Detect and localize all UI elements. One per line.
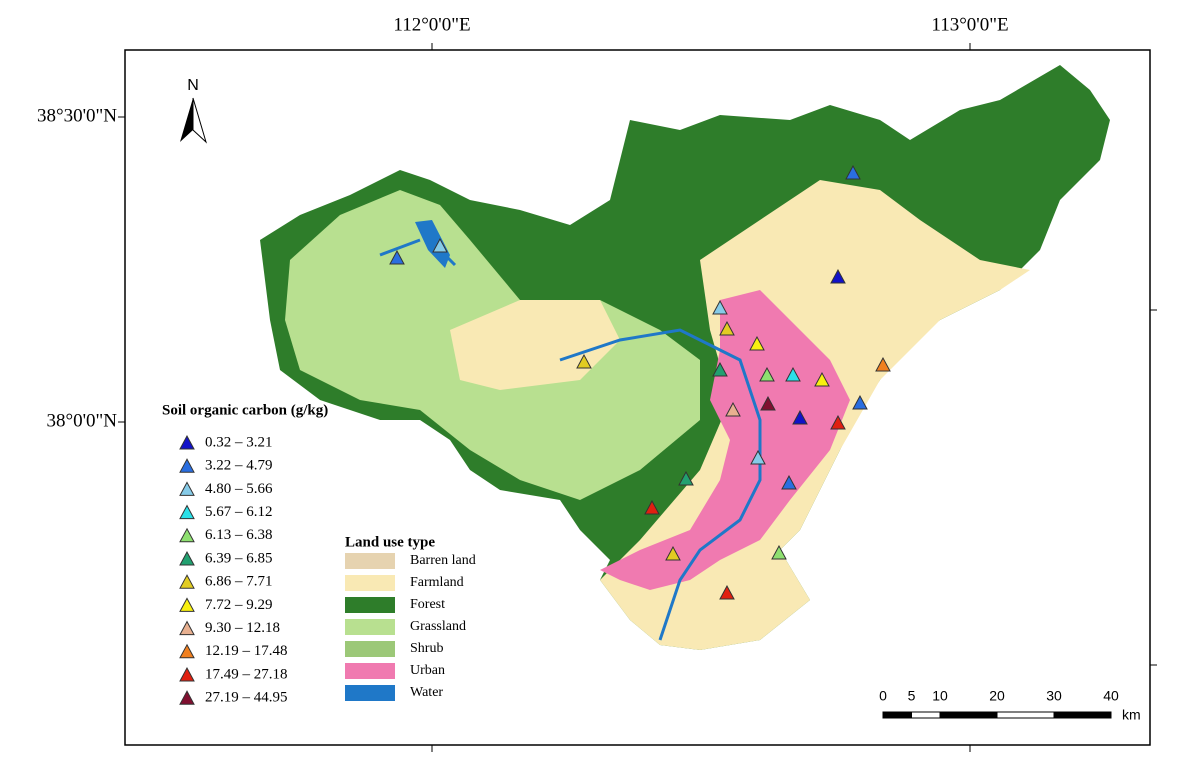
landuse-swatch bbox=[345, 663, 395, 679]
landuse-swatch bbox=[345, 619, 395, 635]
soc-legend-symbol bbox=[179, 690, 195, 705]
landuse-legend-label: Grassland bbox=[410, 619, 466, 634]
sample-site bbox=[771, 544, 787, 560]
soc-legend-symbol bbox=[179, 550, 195, 566]
sample-site bbox=[678, 470, 694, 486]
soc-legend-symbol bbox=[179, 620, 195, 636]
landuse-legend-label: Urban bbox=[410, 663, 445, 678]
sample-site bbox=[719, 320, 735, 336]
scale-label: 5 bbox=[908, 688, 916, 704]
landuse-swatch bbox=[345, 597, 395, 613]
north-arrow: N bbox=[180, 77, 207, 144]
graticule-ticks bbox=[118, 43, 1157, 752]
urban-area bbox=[600, 290, 850, 590]
soc-legend-symbol bbox=[179, 597, 195, 612]
sample-site bbox=[644, 499, 660, 515]
sample-site bbox=[712, 299, 728, 315]
soc-legend-symbol bbox=[179, 504, 195, 520]
latitude-label: 38°0'0"N bbox=[47, 410, 118, 431]
landuse-swatch bbox=[345, 553, 395, 569]
sample-site bbox=[760, 395, 776, 411]
reservoir bbox=[415, 220, 450, 268]
sample-site bbox=[845, 164, 861, 180]
north-label: N bbox=[187, 77, 199, 94]
soc-legend-symbol bbox=[179, 666, 195, 682]
soc-legend-label: 17.49 – 27.18 bbox=[205, 666, 288, 682]
soc-legend-label: 27.19 – 44.95 bbox=[205, 690, 288, 706]
longitude-label: 113°0'0"E bbox=[931, 14, 1008, 35]
sample-site bbox=[389, 249, 405, 265]
scale-segment bbox=[1053, 711, 1112, 719]
scale-label: 10 bbox=[932, 688, 948, 704]
scale-segment bbox=[911, 711, 941, 719]
landuse-swatch bbox=[345, 641, 395, 657]
landuse-swatch bbox=[345, 575, 395, 591]
soc-legend-label: 9.30 – 12.18 bbox=[205, 620, 280, 636]
soc-legend-label: 6.86 – 7.71 bbox=[205, 574, 273, 590]
soc-legend-symbol bbox=[179, 527, 195, 543]
landuse-legend-title: Land use type bbox=[345, 534, 435, 550]
landuse-legend-label: Farmland bbox=[410, 575, 464, 590]
scale-label: 20 bbox=[989, 688, 1005, 704]
sample-site bbox=[814, 371, 830, 387]
soc-legend-label: 6.13 – 6.38 bbox=[205, 527, 273, 543]
sample-site bbox=[750, 449, 766, 465]
soc-legend-label: 7.72 – 9.29 bbox=[205, 597, 273, 613]
soc-legend-symbol bbox=[179, 481, 195, 496]
sample-site bbox=[785, 366, 801, 382]
sample-site bbox=[725, 401, 741, 417]
soc-legend-symbol bbox=[179, 574, 195, 589]
soc-legend-label: 0.32 – 3.21 bbox=[205, 434, 273, 450]
sample-site bbox=[712, 361, 728, 377]
sample-site bbox=[432, 237, 448, 253]
sample-site bbox=[759, 366, 775, 382]
scale-segment bbox=[996, 711, 1055, 719]
soc-legend-label: 4.80 – 5.66 bbox=[205, 481, 273, 497]
soc-legend-title: Soil organic carbon (g/kg) bbox=[162, 402, 328, 418]
scale-label: 30 bbox=[1046, 688, 1062, 704]
sample-site bbox=[781, 474, 797, 490]
scale-unit: km bbox=[1122, 707, 1141, 723]
landuse-legend-label: Shrub bbox=[410, 641, 443, 656]
soc-legend-symbol bbox=[179, 643, 195, 659]
north-arrow-right bbox=[192, 97, 207, 144]
landuse-legend-label: Water bbox=[410, 685, 443, 700]
north-arrow-left bbox=[180, 98, 193, 142]
scale-label: 0 bbox=[879, 688, 887, 704]
scale-segment bbox=[882, 711, 912, 719]
scale-segment bbox=[939, 711, 998, 719]
sample-site bbox=[749, 335, 765, 351]
sample-site bbox=[792, 409, 808, 425]
soc-legend-symbol bbox=[179, 458, 195, 473]
latitude-label: 38°30'0"N bbox=[37, 105, 117, 126]
sample-site bbox=[875, 356, 891, 372]
soc-legend-label: 12.19 – 17.48 bbox=[205, 643, 288, 659]
landuse-swatch bbox=[345, 685, 395, 701]
sample-site bbox=[576, 353, 592, 369]
soc-legend-label: 6.39 – 6.85 bbox=[205, 550, 273, 566]
soc-legend-label: 5.67 – 6.12 bbox=[205, 504, 273, 520]
sample-site bbox=[665, 545, 681, 561]
landuse-legend-label: Forest bbox=[410, 597, 445, 612]
soc-legend-symbol bbox=[179, 434, 195, 450]
soc-legend-label: 3.22 – 4.79 bbox=[205, 458, 273, 474]
landuse-legend-label: Barren land bbox=[410, 553, 476, 568]
study-area bbox=[260, 65, 1110, 650]
scale-label: 40 bbox=[1103, 688, 1119, 704]
sample-site bbox=[830, 414, 846, 430]
sample-site bbox=[852, 394, 868, 410]
longitude-label: 112°0'0"E bbox=[393, 14, 470, 35]
sample-site bbox=[719, 584, 735, 600]
sample-site bbox=[830, 268, 846, 284]
